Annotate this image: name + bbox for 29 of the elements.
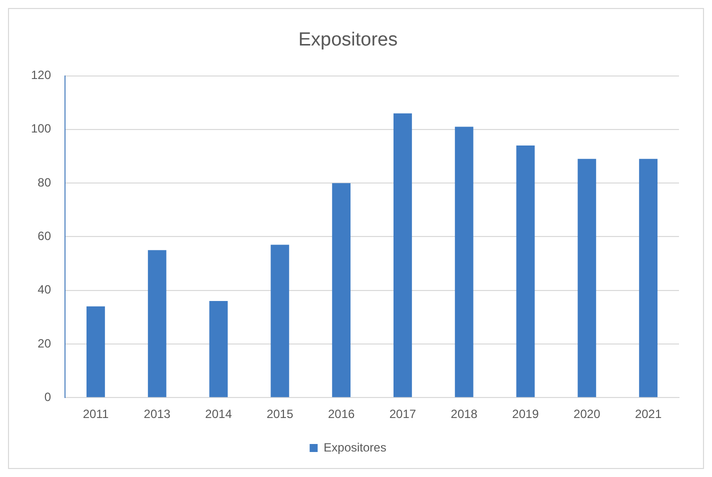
y-tick-label: 60 bbox=[38, 229, 52, 244]
y-tick-label: 80 bbox=[38, 175, 52, 190]
x-tick-label: 2015 bbox=[266, 407, 294, 422]
bar bbox=[578, 158, 596, 398]
chart-title: Expositores bbox=[298, 30, 398, 51]
x-tick-label: 2018 bbox=[450, 407, 478, 422]
y-tick-label: 0 bbox=[44, 390, 52, 404]
y-tick-label: 120 bbox=[30, 68, 52, 82]
x-tick-label: 2021 bbox=[634, 407, 662, 422]
legend-label: Expositores bbox=[324, 440, 386, 454]
x-tick-label: 2017 bbox=[389, 407, 416, 422]
x-tick-label: 2020 bbox=[574, 407, 601, 422]
bar bbox=[209, 301, 228, 398]
bar bbox=[454, 126, 474, 398]
y-tick-label: 40 bbox=[38, 282, 52, 297]
bar bbox=[639, 158, 658, 398]
bar bbox=[332, 183, 351, 398]
bar bbox=[86, 306, 105, 398]
x-tick-label: 2014 bbox=[205, 407, 232, 422]
bar bbox=[516, 146, 535, 398]
y-tick-label: 20 bbox=[38, 336, 52, 350]
bar bbox=[394, 113, 412, 398]
x-tick-label: 2013 bbox=[144, 407, 171, 422]
x-tick-label: 2019 bbox=[512, 407, 540, 422]
y-tick-label: 100 bbox=[30, 122, 52, 136]
x-tick-label: 2011 bbox=[82, 407, 109, 422]
x-tick-label: 2016 bbox=[328, 407, 355, 422]
bar bbox=[270, 244, 290, 398]
bar bbox=[148, 250, 166, 398]
